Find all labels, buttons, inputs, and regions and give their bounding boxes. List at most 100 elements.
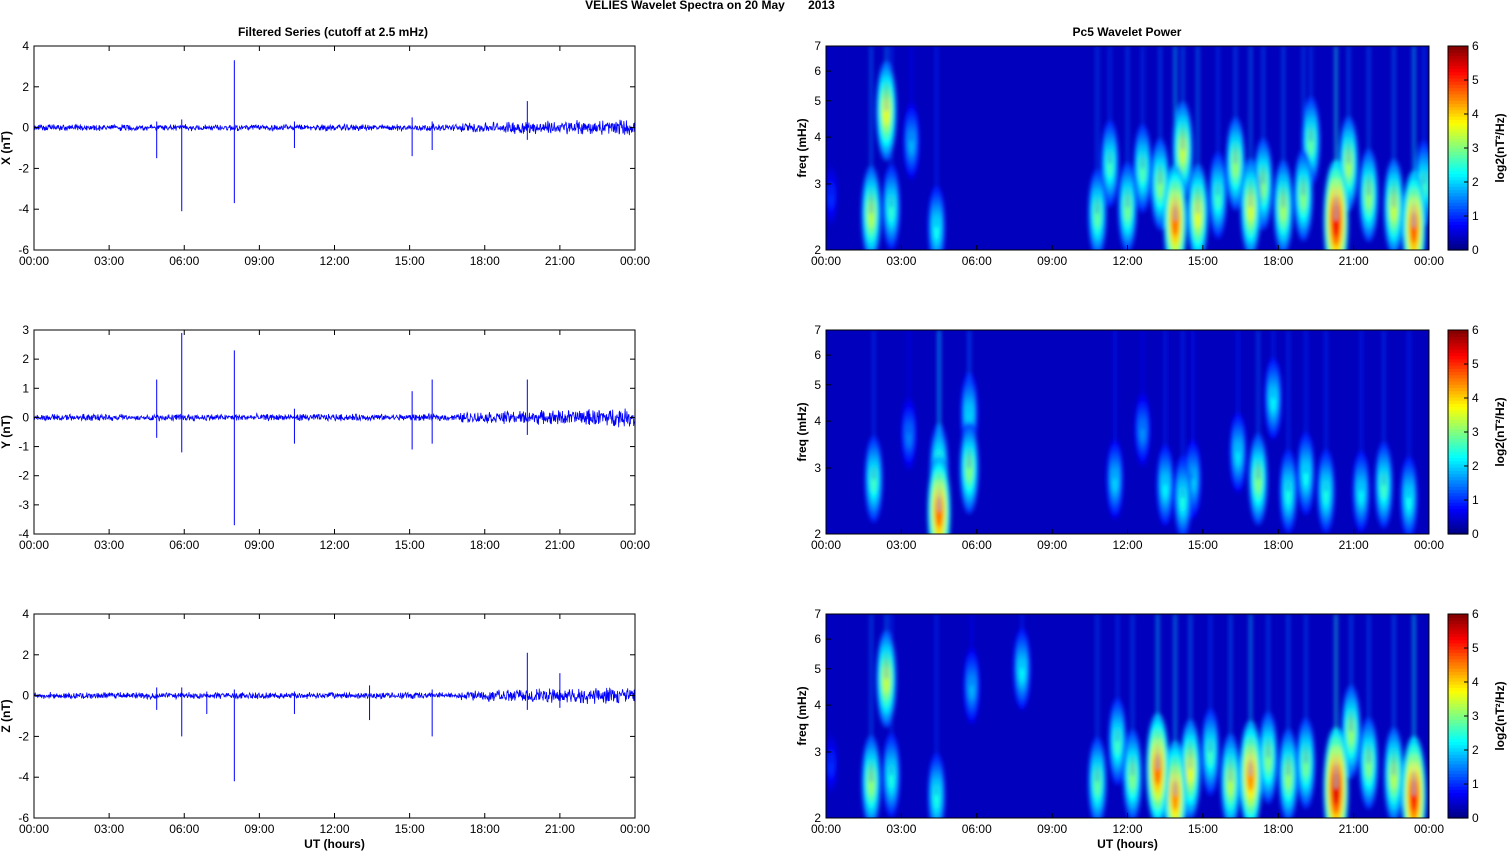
colorbar-cell bbox=[1448, 345, 1468, 350]
x-tick-label: 00:00 bbox=[620, 538, 650, 552]
colorbar-cell bbox=[1448, 722, 1468, 727]
power-streak bbox=[1181, 46, 1184, 150]
power-streak bbox=[1367, 614, 1370, 764]
y-tick-label: 2 bbox=[22, 352, 29, 366]
colorbar-cell bbox=[1448, 246, 1468, 251]
colorbar-cell bbox=[1448, 505, 1468, 510]
power-streak bbox=[872, 330, 875, 480]
x-tick-label: 15:00 bbox=[1188, 254, 1218, 268]
power-blob bbox=[1365, 180, 1372, 210]
colorbar-cell bbox=[1448, 521, 1468, 526]
colorbar-cell bbox=[1448, 454, 1468, 459]
colorbar-cell bbox=[1448, 432, 1468, 436]
colorbar-cell bbox=[1448, 518, 1468, 522]
colorbar-cell bbox=[1448, 160, 1468, 165]
colorbar-cell bbox=[1448, 214, 1468, 219]
y-axis-label: Z (nT) bbox=[0, 699, 13, 732]
colorbar-cell bbox=[1448, 498, 1468, 503]
x-tick-label: 06:00 bbox=[169, 822, 199, 836]
y-tick-label: 6 bbox=[814, 632, 821, 646]
power-blob bbox=[1254, 464, 1262, 494]
x-tick-label: 18:00 bbox=[470, 254, 500, 268]
series-line bbox=[33, 687, 636, 704]
x-tick-label: 18:00 bbox=[470, 538, 500, 552]
colorbar-tick-label: 3 bbox=[1472, 141, 1479, 155]
y-axis-label: freq (mHz) bbox=[795, 402, 809, 461]
colorbar-cell bbox=[1448, 671, 1468, 676]
colorbar-tick-label: 0 bbox=[1472, 243, 1479, 257]
colorbar-cell bbox=[1448, 483, 1468, 487]
colorbar-cell bbox=[1448, 74, 1468, 79]
colorbar-cell bbox=[1448, 441, 1468, 446]
colorbar-tick-label: 2 bbox=[1472, 175, 1479, 189]
power-streak bbox=[870, 614, 873, 782]
colorbar-cell bbox=[1448, 479, 1468, 484]
power-streak bbox=[885, 46, 888, 111]
colorbar-cell bbox=[1448, 163, 1468, 168]
heatmap-blobs bbox=[864, 330, 1418, 534]
colorbar-cell bbox=[1448, 476, 1468, 481]
y-tick-label: 7 bbox=[814, 323, 821, 337]
x-tick-label: 21:00 bbox=[1339, 822, 1369, 836]
y-tick-label: -2 bbox=[18, 469, 29, 483]
power-streak bbox=[1350, 614, 1353, 732]
y-axis-label: Y (nT) bbox=[0, 415, 13, 449]
colorbar-cell bbox=[1448, 639, 1468, 644]
colorbar-cell bbox=[1448, 652, 1468, 657]
power-blob bbox=[1410, 778, 1418, 812]
y-tick-label: -3 bbox=[18, 498, 29, 512]
power-blob bbox=[1179, 135, 1187, 165]
power-streak bbox=[1304, 614, 1307, 764]
colorbar-cell bbox=[1448, 633, 1468, 637]
x-tick-label: 00:00 bbox=[811, 538, 841, 552]
colorbar: 0 1 2 3 4 5 6 log2(nT²/Hz) bbox=[1447, 607, 1507, 825]
power-streak bbox=[938, 330, 941, 512]
y-tick-label: 3 bbox=[22, 323, 29, 337]
x-tick-label: 18:00 bbox=[1263, 538, 1293, 552]
colorbar-cell bbox=[1448, 119, 1468, 124]
colorbar-cell bbox=[1448, 782, 1468, 787]
colorbar-tick-label: 3 bbox=[1472, 709, 1479, 723]
colorbar-cell bbox=[1448, 173, 1468, 178]
colorbar-cell bbox=[1448, 470, 1468, 475]
plot-area bbox=[34, 46, 635, 250]
colorbar-cell bbox=[1448, 655, 1468, 660]
x-tick-label: 00:00 bbox=[19, 822, 49, 836]
power-streak bbox=[1407, 330, 1410, 498]
colorbar-tick-label: 5 bbox=[1472, 357, 1479, 371]
colorbar-cell bbox=[1448, 112, 1468, 117]
heatmap-blobs bbox=[826, 46, 1429, 250]
colorbar-cell bbox=[1448, 693, 1468, 698]
colorbar-cell bbox=[1448, 425, 1468, 430]
x-tick-label: 00:00 bbox=[1414, 822, 1444, 836]
power-streak bbox=[1141, 330, 1144, 430]
colorbar-cell bbox=[1448, 808, 1468, 813]
power-blob bbox=[1186, 754, 1194, 785]
power-streak bbox=[970, 614, 973, 686]
power-blob bbox=[968, 672, 975, 700]
colorbar-tick-label: 0 bbox=[1472, 527, 1479, 541]
colorbar-cell bbox=[1448, 770, 1468, 774]
colorbar-cell bbox=[1448, 403, 1468, 408]
x-tick-label: 09:00 bbox=[1037, 538, 1067, 552]
y-tick-label: -4 bbox=[18, 527, 29, 541]
colorbar-cell bbox=[1448, 330, 1468, 334]
x-tick-label: 12:00 bbox=[1112, 538, 1142, 552]
power-streak bbox=[1156, 614, 1159, 770]
colorbar-tick-label: 5 bbox=[1472, 641, 1479, 655]
x-tick-label: 12:00 bbox=[1112, 822, 1142, 836]
colorbar-cell bbox=[1448, 339, 1468, 344]
power-blob bbox=[935, 495, 943, 528]
y-tick-label: 2 bbox=[22, 648, 29, 662]
colorbar-cell bbox=[1448, 422, 1468, 427]
colorbar-cell bbox=[1448, 377, 1468, 382]
y-tick-label: -6 bbox=[18, 811, 29, 825]
colorbar-cell bbox=[1448, 773, 1468, 778]
colorbar-cell bbox=[1448, 109, 1468, 114]
colorbar-cell bbox=[1448, 358, 1468, 363]
power-blob bbox=[1332, 771, 1340, 806]
colorbar-cell bbox=[1448, 665, 1468, 669]
power-streak bbox=[907, 330, 910, 434]
colorbar-cell bbox=[1448, 221, 1468, 226]
colorbar-cell bbox=[1448, 444, 1468, 449]
